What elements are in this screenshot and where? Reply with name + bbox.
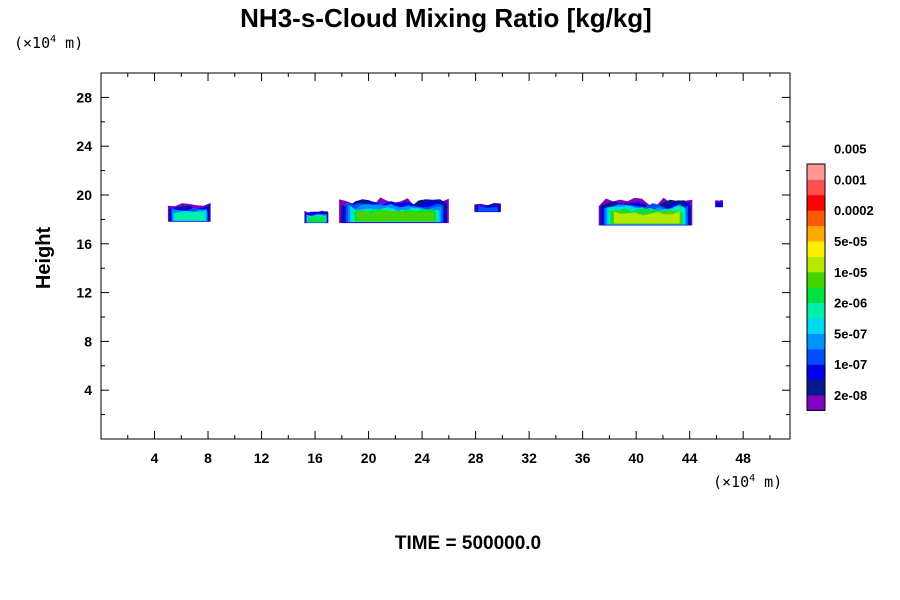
x-tick-label: 20 <box>361 450 377 466</box>
colorbar-label: 5e-05 <box>834 234 867 249</box>
colorbar-label: 1e-07 <box>834 357 867 372</box>
colorbar-swatch <box>807 271 825 288</box>
colorbar-label: 0.005 <box>834 142 867 157</box>
cloud-region <box>339 197 449 224</box>
colorbar-swatch <box>807 379 825 396</box>
y-tick-label: 28 <box>76 89 92 105</box>
y-unit-label: (×104 m) <box>14 34 83 52</box>
colorbar-label: 0.001 <box>834 172 867 187</box>
cloud-contour-level <box>716 202 723 207</box>
colorbar-swatch <box>807 164 825 180</box>
y-tick-label: 8 <box>84 333 92 349</box>
cloud-contour-level <box>477 206 498 212</box>
colorbar: 2e-08 1e-07 5e-07 2e-06 1e-05 5e-05 0.0002 0.00… <box>806 142 874 411</box>
chart-title: NH3-s-Cloud Mixing Ratio [kg/kg] <box>240 3 652 33</box>
colorbar-label: 2e-06 <box>834 296 867 311</box>
colorbar-swatch <box>807 210 825 227</box>
colorbar-label: 2e-08 <box>834 388 867 403</box>
cloud-contour-level <box>308 216 326 223</box>
x-tick-label: 8 <box>204 450 212 466</box>
cloud-field <box>167 197 724 226</box>
x-tick-label: 36 <box>575 450 591 466</box>
y-tick-label: 4 <box>84 382 92 398</box>
colorbar-label: 0.0002 <box>834 203 874 218</box>
colorbar-swatch <box>807 302 825 319</box>
x-tick-label: 28 <box>468 450 484 466</box>
x-tick-label: 16 <box>307 450 323 466</box>
colorbar-swatch <box>807 256 825 273</box>
x-unit-label: (×104 m) <box>713 473 782 491</box>
colorbar-swatch <box>807 333 825 350</box>
cloud-region <box>715 200 724 208</box>
cloud-region <box>474 202 501 213</box>
y-tick-label: 20 <box>76 187 92 203</box>
colorbar-swatch <box>807 287 825 304</box>
colorbar-swatch <box>807 318 825 334</box>
colorbar-swatch <box>807 364 825 381</box>
colorbar-label: 1e-05 <box>834 265 867 280</box>
plot-frame <box>100 72 791 440</box>
x-tick-label: 12 <box>254 450 270 466</box>
x-tick-label: 40 <box>628 450 644 466</box>
x-tick-label: 24 <box>414 450 430 466</box>
x-tick-label: 44 <box>682 450 698 466</box>
time-label: TIME = 500000.0 <box>395 533 541 554</box>
x-tick-label: 4 <box>151 450 159 466</box>
x-tick-label: 48 <box>735 450 751 466</box>
x-tick-label: 32 <box>521 450 537 466</box>
cloud-region <box>304 210 329 224</box>
colorbar-swatch <box>807 348 825 365</box>
y-tick-label: 12 <box>76 285 92 301</box>
cloud-contour-level <box>356 210 435 222</box>
colorbar-swatch <box>807 179 825 196</box>
colorbar-swatch <box>807 194 825 211</box>
cloud-region <box>598 197 693 226</box>
colorbar-frame <box>806 163 826 411</box>
y-axis-label: Height <box>33 227 55 290</box>
cloud-contour-level <box>174 211 206 221</box>
colorbar-swatch <box>807 225 825 242</box>
colorbar-swatch <box>807 395 825 411</box>
cloud-region <box>167 202 211 222</box>
colorbar-label: 5e-07 <box>834 326 867 341</box>
y-tick-label: 16 <box>76 236 92 252</box>
y-tick-label: 24 <box>76 138 92 154</box>
cloud-contour-level <box>613 211 680 224</box>
colorbar-swatch <box>807 241 825 257</box>
